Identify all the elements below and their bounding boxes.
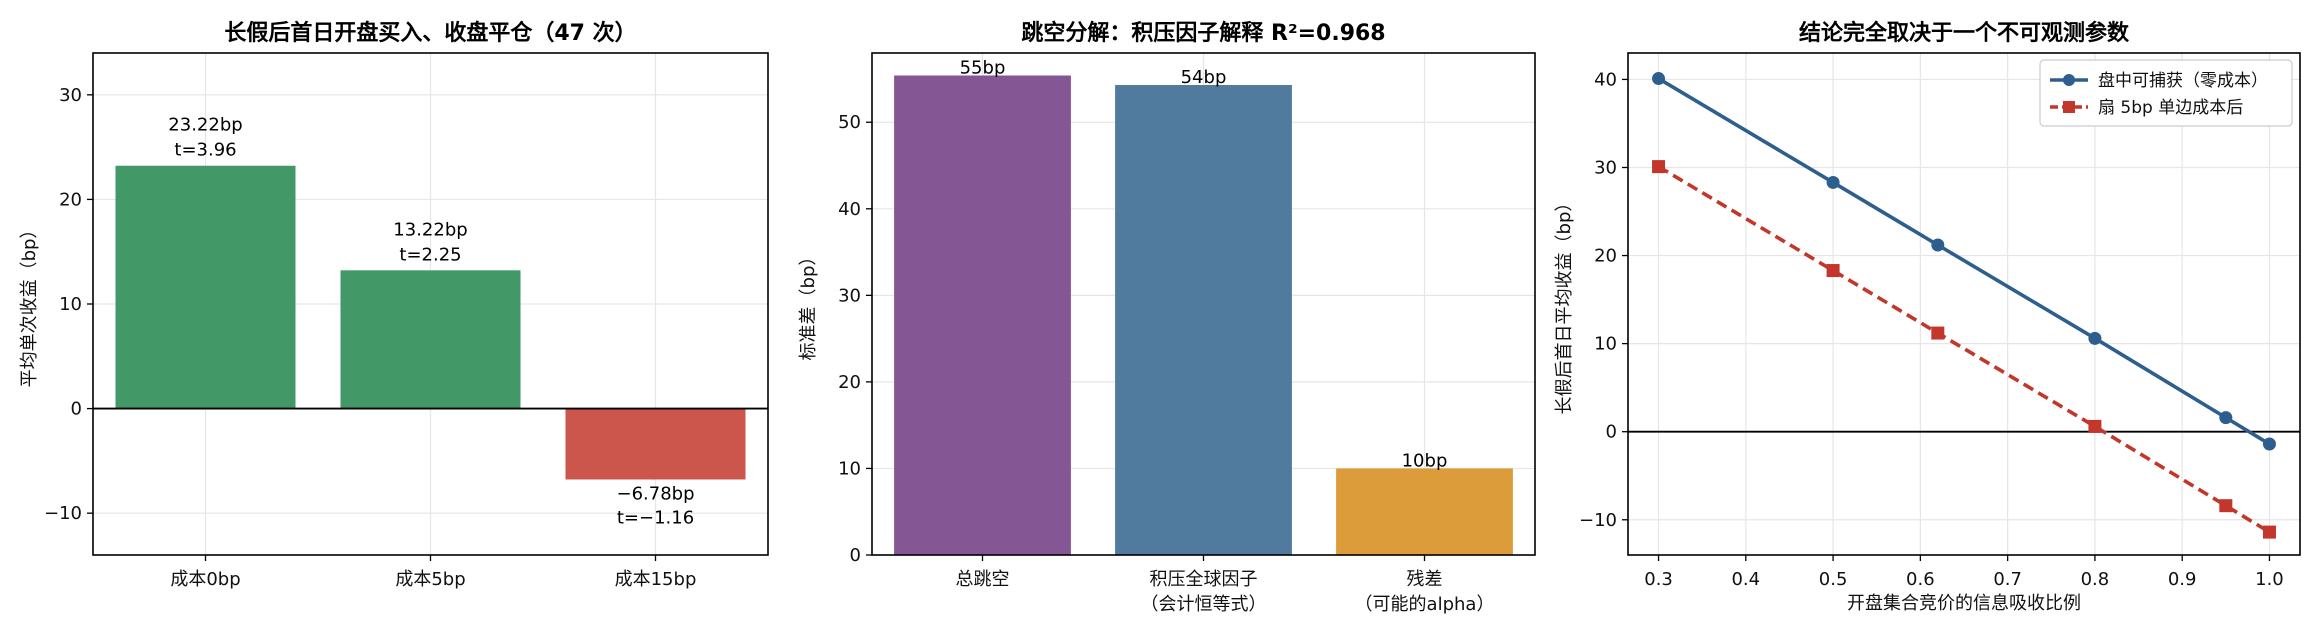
x-tick-label: 成本5bp (395, 569, 465, 590)
bar-2 (1115, 85, 1292, 555)
chart-title: 跳空分解：积压因子解释 R²=0.968 (1021, 20, 1385, 46)
y-tick-label: 0 (1606, 422, 1617, 443)
bar-2 (340, 270, 521, 409)
series-line (1657, 165, 2271, 534)
data-point (2262, 437, 2276, 451)
data-point (1826, 175, 1840, 189)
y-tick-label: 0 (71, 399, 82, 420)
x-tick-label: 成本0bp (170, 569, 240, 590)
axes-frame (1627, 52, 2301, 556)
bar-1 (894, 75, 1071, 555)
bar-3 (1336, 468, 1513, 555)
y-tick-label: 10 (838, 458, 861, 479)
chart-title: 长假后首日开盘买入、收盘平仓（47 次） (224, 20, 636, 46)
series-1 (1652, 72, 2276, 451)
data-point (2262, 525, 2276, 539)
t-stat-label: t=3.96 (174, 140, 236, 161)
x-tick-label: 积压全球因子 (1150, 569, 1258, 590)
y-tick-label: 0 (850, 545, 861, 566)
y-tick-label: 20 (838, 372, 861, 393)
data-point (1652, 160, 1666, 174)
data-point (1931, 326, 1945, 340)
x-tick-label: 0.8 (2081, 569, 2110, 590)
legend-item: 盘中可捕获（零成本） (2050, 71, 2268, 91)
x-tick-label: 0.7 (1993, 569, 2022, 590)
data-point (2088, 419, 2102, 433)
x-tick-label: 0.3 (1644, 569, 1673, 590)
chart-1: −10 0 10 20 30 成本0bp 成本5bp 成本15bp 长假后首日开盘买入、收盘平仓… (19, 20, 769, 590)
chart-title: 结论完全取决于一个不可观测参数 (1799, 20, 2130, 46)
legend-label: 盘中可捕获（零成本） (2098, 71, 2268, 91)
y-tick-label: 10 (59, 294, 82, 315)
series-line (1657, 76, 2271, 446)
grid (1628, 53, 2300, 555)
y-tick-label: 20 (59, 189, 82, 210)
y-tick-label: 10 (1594, 334, 1617, 355)
series-2 (1652, 160, 2276, 539)
y-tick-label: 50 (838, 112, 861, 133)
t-stat-label: t=−1.16 (617, 507, 694, 528)
x-tick-label: 总跳空 (956, 569, 1010, 590)
x-tick-label: 0.6 (1906, 569, 1935, 590)
data-label: −6.78bp (616, 483, 694, 504)
bar-1 (115, 165, 296, 409)
data-point (2088, 331, 2102, 345)
y-tick-label: 40 (838, 199, 861, 220)
data-point (1652, 72, 1666, 86)
x-tick-label: （会计恒等式） (1141, 594, 1267, 615)
x-tick-label: 残差 (1407, 569, 1443, 590)
y-axis-label: 标准差（bp） (798, 248, 819, 361)
legend: 盘中可捕获（零成本） 扇 5bp 单边成本后 (2039, 59, 2293, 127)
data-point (2219, 499, 2233, 513)
y-tick-label: 40 (1594, 69, 1617, 90)
y-tick-label: −10 (1579, 510, 1617, 531)
data-label: 13.22bp (393, 219, 467, 240)
chart-2: 0 10 20 30 40 50 总跳空 积压全球因子 （会计恒等式） 残差 （可能的alpha） 跳… (798, 20, 1536, 615)
x-axis-label: 开盘集合竞价的信息吸收比例 (1847, 593, 2081, 614)
y-tick-label: 30 (838, 285, 861, 306)
data-point (1931, 238, 1945, 252)
data-label: 23.22bp (168, 115, 242, 136)
chart-3: −10 0 10 20 30 40 0.3 0.4 0.5 0.6 0.7 0.8 0.9 1.0 结论完全… (1554, 20, 2301, 614)
x-tick-label: 0.4 (1731, 569, 1760, 590)
y-axis-label: 平均单次收益（bp） (19, 221, 40, 388)
y-tick-label: 30 (1594, 157, 1617, 178)
data-label: 55bp (960, 58, 1006, 79)
t-stat-label: t=2.25 (399, 244, 461, 265)
y-tick-label: 20 (1594, 246, 1617, 267)
x-tick-label: 0.9 (2168, 569, 2197, 590)
data-point (2219, 411, 2233, 425)
x-tick-label: （可能的alpha） (1355, 594, 1495, 615)
y-tick-label: 30 (59, 85, 82, 106)
legend-label: 扇 5bp 单边成本后 (2098, 98, 2243, 118)
data-label: 10bp (1402, 450, 1448, 471)
data-label: 54bp (1181, 67, 1227, 88)
data-point (1826, 264, 1840, 278)
x-tick-label: 1.0 (2255, 569, 2284, 590)
x-tick-label: 0.5 (1819, 569, 1848, 590)
y-axis-label: 长假后首日平均收益（bp） (1554, 194, 1575, 415)
x-tick-label: 成本15bp (615, 569, 697, 590)
y-tick-label: −10 (44, 503, 82, 524)
legend-item: 扇 5bp 单边成本后 (2050, 98, 2243, 118)
bar-3 (565, 408, 746, 480)
